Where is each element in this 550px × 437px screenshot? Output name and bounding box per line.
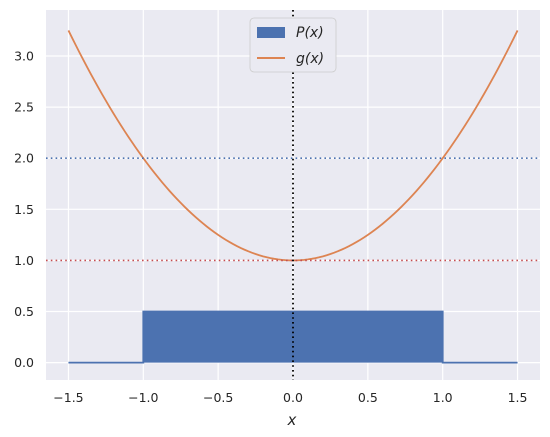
legend-label-g: g(x) <box>296 51 324 67</box>
y-tick-label: 2.0 <box>14 151 34 166</box>
y-tick-label: 1.0 <box>14 253 34 268</box>
y-tick-label: 0.5 <box>14 304 34 319</box>
series-p-line <box>68 310 518 364</box>
x-tick-label: 0.5 <box>358 390 378 405</box>
x-tick-label: 1.0 <box>433 390 453 405</box>
reference-lines <box>46 10 540 380</box>
x-tick-label: 1.5 <box>508 390 528 405</box>
legend: P(x) g(x) <box>249 17 337 73</box>
x-tick-label: −0.5 <box>203 390 233 405</box>
x-tick-label: −1.0 <box>128 390 158 405</box>
x-tick-label: −1.5 <box>53 390 83 405</box>
x-axis-label: x <box>287 411 297 429</box>
x-axis-ticks: −1.5 −1.0 −0.5 0.0 0.5 1.0 1.5 <box>53 390 527 405</box>
legend-swatch-p <box>257 27 285 38</box>
y-tick-label: 2.5 <box>14 100 34 115</box>
y-tick-label: 1.5 <box>14 202 34 217</box>
y-axis-ticks: 0.0 0.5 1.0 1.5 2.0 2.5 3.0 <box>14 48 34 370</box>
legend-label-p: P(x) <box>296 25 324 41</box>
y-tick-label: 0.0 <box>14 355 34 370</box>
x-tick-label: 0.0 <box>283 390 303 405</box>
y-tick-label: 3.0 <box>14 48 34 63</box>
